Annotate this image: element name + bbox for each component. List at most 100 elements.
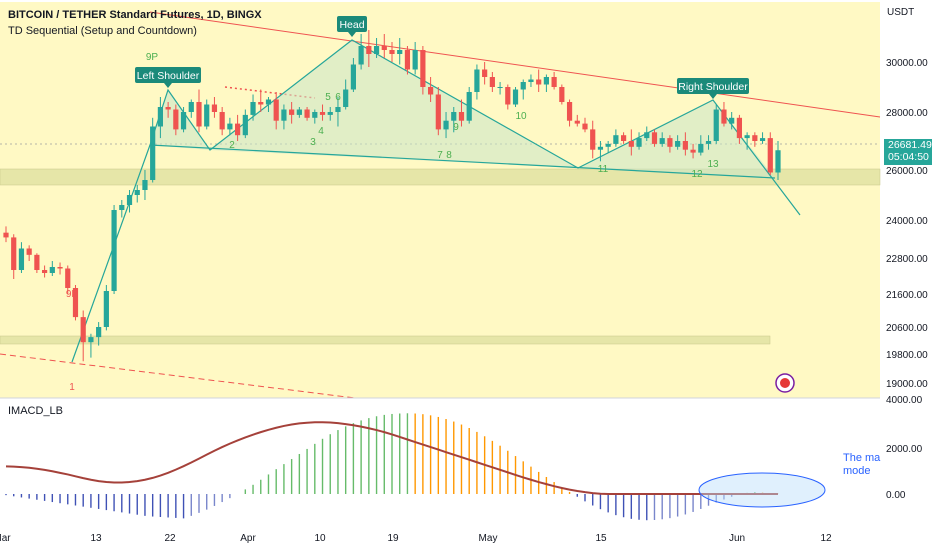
time-axis-tick: 12	[820, 533, 832, 544]
candle-body	[42, 270, 48, 273]
candle-body	[227, 123, 233, 130]
td-count-label: 4	[318, 126, 324, 137]
time-axis-tick: 13	[90, 533, 102, 544]
candle-body	[289, 109, 295, 115]
support-zone-lower	[0, 335, 771, 345]
candle-body	[366, 46, 372, 54]
candle-body	[505, 87, 511, 105]
macd-axis-tick: 4000.00	[886, 395, 923, 406]
candle-body	[628, 141, 634, 147]
candle-body	[165, 107, 171, 110]
candle-body	[258, 102, 264, 105]
candle-body	[57, 267, 63, 269]
candle-body	[134, 190, 140, 195]
candle-body	[96, 327, 102, 338]
candle-body	[34, 254, 40, 270]
candle-body	[566, 102, 573, 121]
candle-body	[389, 50, 395, 54]
left-shoulder-fill	[150, 90, 210, 150]
candle-body	[3, 232, 9, 238]
td-count-label: 9	[453, 122, 459, 133]
candle-body	[173, 109, 179, 130]
candle-body	[775, 150, 781, 173]
candle-body	[458, 112, 465, 121]
candle-body	[721, 109, 727, 124]
candle-body	[651, 132, 658, 144]
left-shoulder-label: Left Shoulder	[137, 70, 200, 82]
candle-body	[126, 195, 133, 205]
candle-body	[273, 99, 279, 121]
macd-note-line-2: mode	[843, 465, 871, 477]
logo-center	[780, 378, 790, 388]
head-label: Head	[339, 19, 364, 31]
candle-body	[428, 87, 434, 95]
time-axis-tick: Mar	[0, 533, 11, 544]
td-count-label: 5	[325, 92, 331, 103]
td-count-label: 3	[310, 137, 316, 148]
candle-body	[142, 180, 148, 190]
candle-body	[744, 135, 750, 139]
candle-body	[350, 64, 356, 90]
head-fill	[210, 40, 578, 168]
candle-body	[72, 288, 79, 318]
candle-body	[188, 102, 194, 112]
candle-body	[551, 77, 557, 87]
candle-body	[597, 146, 604, 150]
candle-body	[196, 102, 202, 127]
candle-body	[420, 50, 426, 87]
candle-body	[265, 99, 272, 105]
candle-body	[451, 112, 457, 121]
candle-body	[574, 120, 580, 124]
bar-countdown: 05:04:50	[888, 151, 929, 163]
td-count-label: 10	[515, 111, 527, 122]
candle-body	[242, 114, 248, 136]
candle-body	[335, 107, 341, 112]
candle-body	[474, 69, 480, 92]
candle-body	[281, 109, 287, 121]
time-axis-tick: 22	[164, 533, 176, 544]
price-axis-tick: 22800.00	[886, 254, 928, 265]
head-label-bg	[337, 16, 367, 32]
candle-body	[80, 317, 86, 343]
time-axis-tick: 15	[595, 533, 607, 544]
candle-body	[18, 248, 25, 270]
candle-body	[150, 126, 156, 180]
candle-body	[219, 112, 225, 130]
td-count-label: 8	[446, 150, 452, 161]
candle-body	[312, 112, 318, 118]
candle-body	[528, 79, 534, 82]
time-axis-tick: May	[479, 533, 498, 544]
candle-body	[605, 143, 611, 147]
right-shoulder-label-bg	[677, 78, 749, 94]
candle-body	[636, 138, 642, 147]
chart-title: BITCOIN / TETHER Standard Futures, 1D, B…	[8, 9, 262, 21]
candle-body	[512, 89, 519, 105]
price-axis-tick: 19800.00	[886, 350, 928, 361]
price-axis-tick: 19000.00	[886, 379, 928, 390]
highlight-ellipse	[698, 472, 826, 508]
candle-body	[435, 94, 441, 130]
candle-body	[111, 210, 117, 291]
candle-body	[536, 79, 542, 85]
candle-body	[659, 138, 665, 144]
candle-body	[767, 138, 773, 173]
candle-body	[613, 135, 619, 144]
time-axis-tick: 10	[314, 533, 326, 544]
td-count-label: 13	[707, 159, 719, 170]
price-axis-tick: 28000.00	[886, 108, 928, 119]
right-shoulder-label: Right Shoulder	[678, 81, 748, 93]
candle-body	[11, 237, 17, 270]
td-count-label: 11	[598, 164, 609, 175]
price-axis-tick: 26000.00	[886, 166, 928, 177]
candle-body	[358, 46, 364, 65]
candle-body	[667, 138, 673, 147]
left-shoulder-label-pointer	[164, 83, 172, 88]
candle-body	[443, 120, 449, 130]
candle-body	[489, 77, 495, 87]
neckline	[149, 144, 776, 179]
candle-body	[204, 104, 210, 127]
candle-body	[713, 109, 719, 141]
candle-body	[404, 50, 411, 70]
